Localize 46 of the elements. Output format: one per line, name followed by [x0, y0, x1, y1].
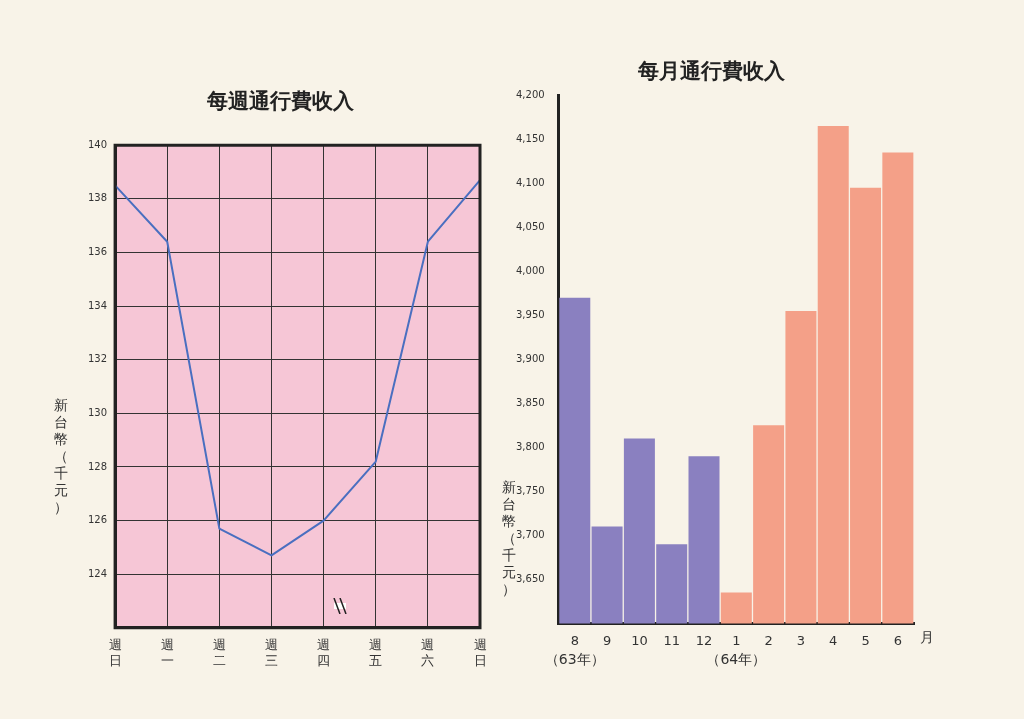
y-tick-label: 136 [87, 246, 108, 258]
y-tick-label: 3,950 [515, 308, 545, 320]
x-tick-label: 11 [663, 632, 680, 648]
x-tick-label: 10 [631, 632, 648, 648]
chart-title: 每月通行費收入 [636, 59, 786, 84]
y-tick-label: 4,100 [515, 176, 545, 188]
y-tick-label: 4,200 [515, 88, 545, 100]
y-tick-label: 126 [87, 514, 108, 526]
y-tick-label: 140 [87, 138, 108, 150]
x-tick-label: 週三 [264, 636, 278, 668]
y-tick-label: 134 [87, 299, 108, 311]
x-tick-label: 週一 [160, 636, 174, 668]
y-tick-label: 3,700 [515, 528, 545, 540]
y-tick-label: 3,900 [515, 352, 545, 364]
x-tick-label: 週日 [473, 636, 487, 668]
text: （64年） [706, 651, 767, 668]
x-tick-label: 12 [695, 632, 713, 648]
y-tick-label: 132 [87, 353, 108, 365]
x-tick-label: 4 [829, 632, 838, 648]
y-tick-label: 4,000 [515, 264, 545, 276]
y-tick-label: 128 [87, 460, 108, 472]
y-tick-label: 3,850 [515, 396, 545, 408]
y-tick-label: 130 [87, 406, 108, 418]
x-tick-label: 1 [732, 632, 741, 648]
x-tick-label: 週二 [212, 636, 226, 668]
x-tick-label: 週日 [108, 636, 122, 668]
x-tick-label: 3 [796, 632, 806, 648]
x-tick-label: 2 [764, 632, 773, 648]
text: （63年） [544, 651, 605, 668]
y-tick-label: 3,750 [515, 484, 545, 496]
x-tick-label: 週四 [317, 636, 331, 668]
x-axis-title: 月 [920, 629, 934, 646]
x-tick-label: 5 [861, 632, 870, 648]
x-tick-label: 8 [570, 632, 579, 648]
y-tick-label: 138 [87, 192, 108, 204]
y-tick-label: 4,150 [515, 132, 545, 144]
x-tick-label: 6 [893, 632, 902, 648]
x-tick-label: 週六 [421, 636, 435, 668]
x-tick-label: 週五 [369, 636, 383, 668]
y-tick-label: 4,050 [515, 220, 545, 232]
chart-title: 每週通行費收入 [205, 89, 355, 114]
x-tick-label: 9 [602, 632, 612, 648]
y-tick-label: 124 [87, 567, 108, 579]
y-tick-label: 3,800 [515, 440, 545, 452]
y-axis-title: 新台幣（千元） [53, 396, 69, 516]
y-tick-label: 3,650 [515, 572, 545, 584]
